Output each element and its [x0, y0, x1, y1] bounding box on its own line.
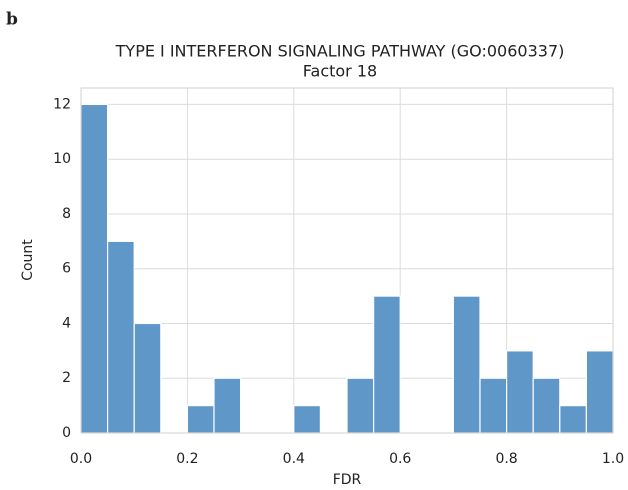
x-axis-label: FDR [333, 472, 362, 488]
bar [452, 295, 481, 434]
bar [506, 350, 534, 434]
y-tick-label: 6 [62, 261, 71, 277]
y-tick-label: 0 [62, 425, 71, 441]
x-tick-label: 0.2 [176, 451, 198, 467]
bar [585, 350, 614, 434]
bar [479, 377, 508, 434]
x-tick-label: 0.6 [389, 451, 411, 467]
plot-frame [80, 87, 614, 434]
y-tick-label: 12 [53, 96, 71, 112]
y-tick-label: 2 [62, 370, 71, 386]
x-tick-label: 1.0 [602, 451, 624, 467]
bar [133, 322, 162, 434]
panel-label: b [6, 10, 18, 30]
y-tick-label: 8 [62, 206, 71, 222]
bar [559, 405, 587, 434]
y-tick-label: 10 [53, 151, 71, 167]
bar [186, 405, 215, 434]
bar [80, 103, 109, 434]
x-tick-label: 0.0 [70, 451, 92, 467]
bar [293, 405, 321, 434]
bar [106, 240, 135, 434]
bar [213, 377, 242, 434]
x-tick-label: 0.8 [495, 451, 517, 467]
chart-subtitle: Factor 18 [303, 62, 377, 81]
x-tick-label: 0.4 [283, 451, 305, 467]
bar [346, 377, 375, 434]
y-tick-label: 4 [62, 315, 71, 331]
y-axis-label: Count [20, 239, 36, 281]
chart-title: TYPE I INTERFERON SIGNALING PATHWAY (GO:… [115, 42, 565, 61]
bar [532, 377, 561, 434]
bar [373, 295, 401, 434]
